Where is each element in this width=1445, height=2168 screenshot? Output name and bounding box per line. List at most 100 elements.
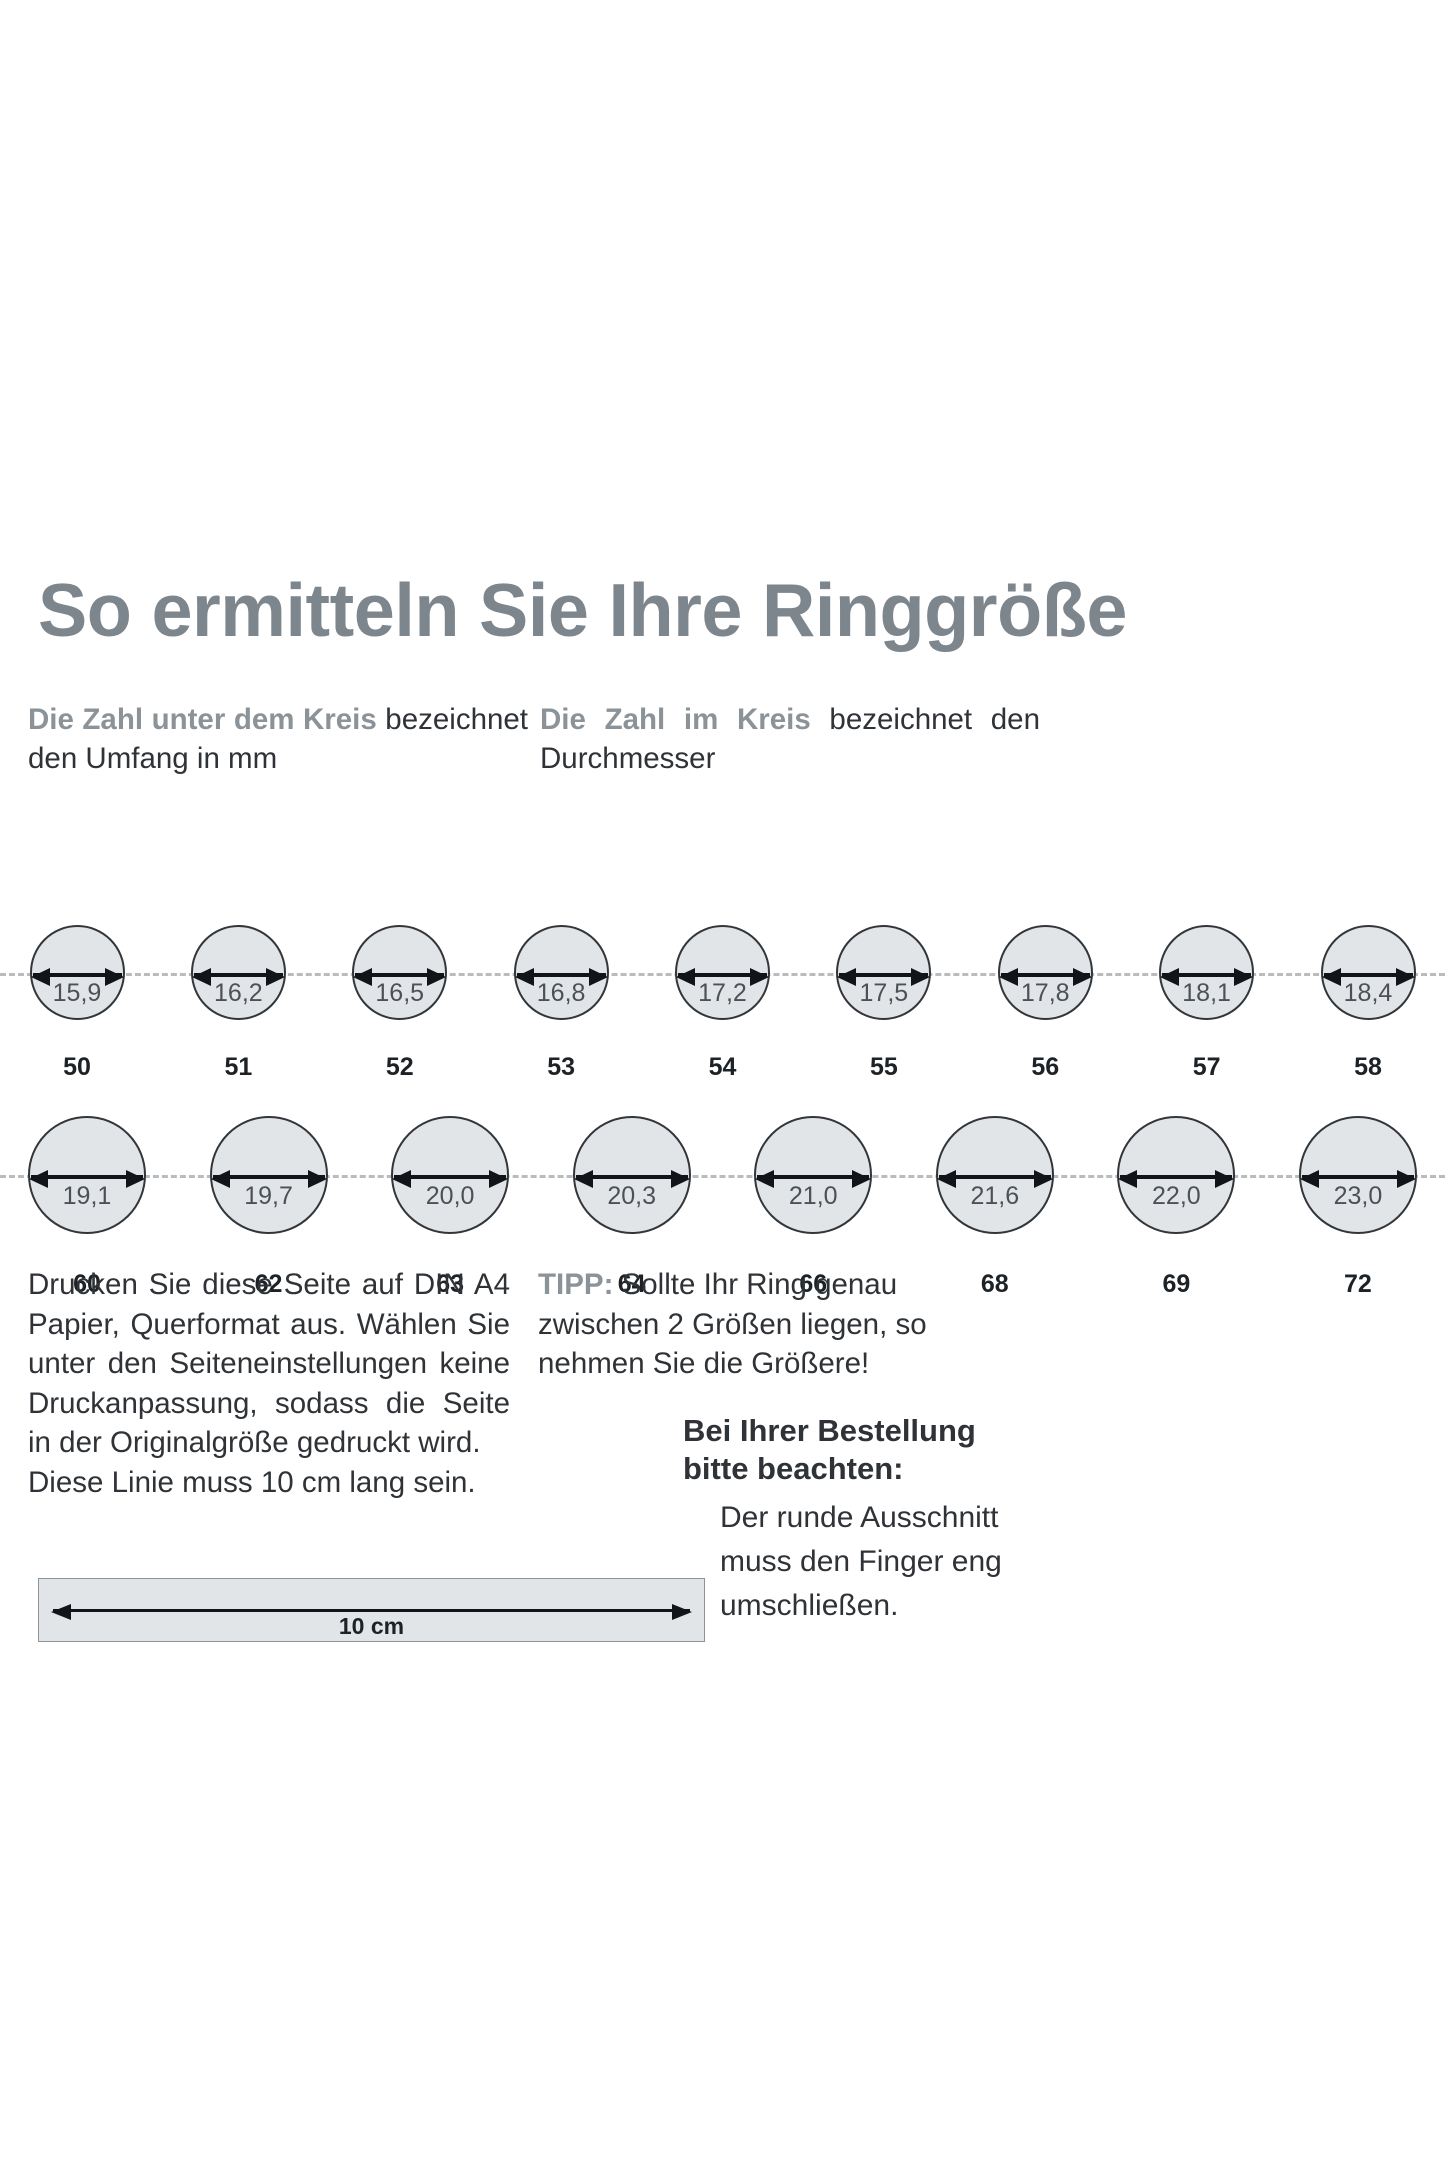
diameter-double-arrow-icon — [573, 1170, 690, 1188]
ring-size-label: 52 — [385, 1053, 414, 1081]
ring-circle: 18,1 — [1159, 925, 1255, 1020]
ring-size-cell: 16,2 51 — [183, 845, 293, 1081]
print-instructions: Drucken Sie diese Seite auf DIN A4 Papie… — [28, 1265, 510, 1502]
ring-diameter-label: 21,6 — [970, 1182, 1020, 1210]
ring-size-label: 54 — [708, 1053, 737, 1081]
ring-circle: 16,5 — [352, 925, 448, 1020]
ring-size-label: 63 — [436, 1270, 465, 1298]
ruler-label: 10 cm — [338, 1613, 405, 1639]
ring-diameter-label: 19,1 — [62, 1182, 112, 1210]
ring-diameter-label: 17,5 — [859, 979, 909, 1007]
ring-size-label: 62 — [254, 1270, 283, 1298]
ring-size-cell: 16,8 53 — [506, 845, 616, 1081]
ring-circle: 18,4 — [1320, 925, 1416, 1020]
intro-right-rest: bezeichnet den Durchmesser — [540, 703, 1040, 775]
ring-circle: 20,3 — [572, 1116, 691, 1234]
diameter-double-arrow-icon — [1118, 1170, 1235, 1188]
diameter-double-arrow-icon — [514, 968, 608, 986]
ring-size-cell: 17,5 55 — [829, 845, 939, 1081]
ring-size-cell: 23,0 72 — [1293, 1035, 1423, 1298]
intro-column-diameter: Die Zahl im Kreis bezeichnet den Durchme… — [540, 700, 1040, 778]
ring-size-cell: 21,0 66 — [748, 1035, 878, 1298]
intro-left-rest: bezeichnet den Umfang in mm — [28, 703, 528, 775]
ring-size-cell: 18,4 58 — [1313, 845, 1423, 1081]
ring-diameter-label: 16,8 — [536, 979, 586, 1007]
ring-size-cell: 19,7 62 — [204, 1035, 334, 1298]
ring-size-cell: 19,1 60 — [22, 1035, 152, 1298]
ring-diameter-label: 17,2 — [698, 979, 747, 1007]
ring-circle: 21,0 — [754, 1116, 873, 1234]
ring-circle: 16,2 — [190, 925, 286, 1020]
diameter-double-arrow-icon — [1321, 968, 1415, 986]
diameter-double-arrow-icon — [392, 1170, 509, 1188]
ring-circle: 17,5 — [836, 925, 932, 1020]
tip-paragraph: TIPP: Sollte Ihr Ring genau zwischen 2 G… — [538, 1265, 1023, 1384]
diameter-double-arrow-icon — [837, 968, 931, 986]
diameter-double-arrow-icon — [1160, 968, 1254, 986]
ring-size-label: 69 — [1162, 1270, 1191, 1298]
ring-diameter-label: 16,5 — [375, 979, 425, 1007]
ring-circles-row-1: 15,9 50 16,2 51 16,5 52 16,8 53 17,2 54 17,5 55 17,8… — [0, 845, 1445, 1081]
ring-size-label: 60 — [73, 1270, 101, 1298]
ring-diameter-label: 20,3 — [607, 1182, 657, 1210]
ring-circle: 20,0 — [391, 1116, 510, 1234]
page-title: So ermitteln Sie Ihre Ringgröße — [38, 568, 1127, 652]
ring-diameter-label: 19,7 — [244, 1182, 293, 1210]
ring-size-cell: 16,5 52 — [345, 845, 455, 1081]
diameter-double-arrow-icon — [936, 1170, 1053, 1188]
ring-size-label: 68 — [980, 1270, 1009, 1298]
ring-size-label: 56 — [1031, 1053, 1060, 1081]
ring-size-cell: 17,2 54 — [668, 845, 778, 1081]
diameter-double-arrow-icon — [755, 1170, 872, 1188]
ring-size-label: 64 — [617, 1270, 646, 1298]
ring-row-large: 19,1 60 19,7 62 20,0 63 20,3 64 21,0 66 21,6 68 22,0… — [0, 1035, 1445, 1298]
center-dashed-line — [0, 1175, 1445, 1178]
diameter-double-arrow-icon — [676, 968, 769, 986]
ruler-instruction-line: Diese Linie muss 10 cm lang sein. — [28, 1465, 476, 1499]
diameter-double-arrow-icon — [191, 968, 285, 986]
diameter-double-arrow-icon — [210, 1170, 327, 1188]
print-instructions-text: Drucken Sie diese Seite auf DIN A4 Papie… — [28, 1268, 510, 1459]
diameter-double-arrow-icon — [30, 968, 124, 986]
diameter-double-arrow-icon — [1299, 1170, 1416, 1188]
ring-circles-row-2: 19,1 60 19,7 62 20,0 63 20,3 64 21,0 66 21,6 68 22,0… — [0, 1035, 1445, 1298]
ring-size-label: 51 — [224, 1053, 253, 1081]
ring-diameter-label: 17,8 — [1020, 979, 1070, 1007]
ring-diameter-label: 18,4 — [1343, 979, 1393, 1007]
intro-right-lead: Die Zahl im Kreis — [540, 703, 811, 736]
ring-row-small: 15,9 50 16,2 51 16,5 52 16,8 53 17,2 54 17,5 55 17,8… — [0, 845, 1445, 1081]
ring-diameter-label: 16,2 — [214, 979, 263, 1007]
ring-size-cell: 18,1 57 — [1152, 845, 1262, 1081]
tip-and-order-notes: TIPP: Sollte Ihr Ring genau zwischen 2 G… — [538, 1265, 1023, 1628]
ring-circle: 21,6 — [935, 1116, 1054, 1234]
order-note-body: Der runde Ausschnitt muss den Finger eng… — [720, 1500, 1002, 1622]
ring-circle: 17,2 — [675, 925, 770, 1020]
diameter-double-arrow-icon — [29, 1170, 145, 1188]
ring-diameter-label: 22,0 — [1152, 1182, 1201, 1210]
ring-size-cell: 20,3 64 — [567, 1035, 697, 1298]
ring-size-cell: 20,0 63 — [385, 1035, 515, 1298]
diameter-double-arrow-icon — [353, 968, 447, 986]
ring-diameter-label: 21,0 — [788, 1182, 838, 1210]
ring-circle: 22,0 — [1117, 1116, 1236, 1234]
ring-diameter-label: 23,0 — [1333, 1182, 1383, 1210]
intro-columns: Die Zahl unter dem Kreis bezeichnet den … — [28, 700, 1418, 778]
intro-column-circumference: Die Zahl unter dem Kreis bezeichnet den … — [28, 700, 528, 778]
ring-size-label: 58 — [1354, 1053, 1382, 1081]
ring-size-label: 57 — [1192, 1053, 1221, 1081]
tip-rest: Sollte Ihr Ring genau zwischen 2 Größen … — [538, 1268, 927, 1380]
ring-size-label: 53 — [547, 1053, 576, 1081]
ring-diameter-label: 20,0 — [425, 1182, 475, 1210]
diameter-double-arrow-icon — [998, 968, 1092, 986]
ring-size-cell: 22,0 69 — [1111, 1035, 1241, 1298]
ring-diameter-label: 15,9 — [52, 979, 102, 1007]
ring-size-label: 66 — [799, 1270, 828, 1298]
ring-circle: 19,1 — [28, 1116, 146, 1234]
intro-left-lead: Die Zahl unter dem Kreis — [28, 703, 377, 736]
ring-circle: 16,8 — [513, 925, 609, 1020]
ring-diameter-label: 18,1 — [1182, 979, 1231, 1007]
ring-circle: 15,9 — [29, 925, 125, 1020]
order-note-heading: Bei Ihrer Bestellung bitte beachten: — [683, 1412, 976, 1486]
ring-size-label: 72 — [1344, 1270, 1372, 1298]
